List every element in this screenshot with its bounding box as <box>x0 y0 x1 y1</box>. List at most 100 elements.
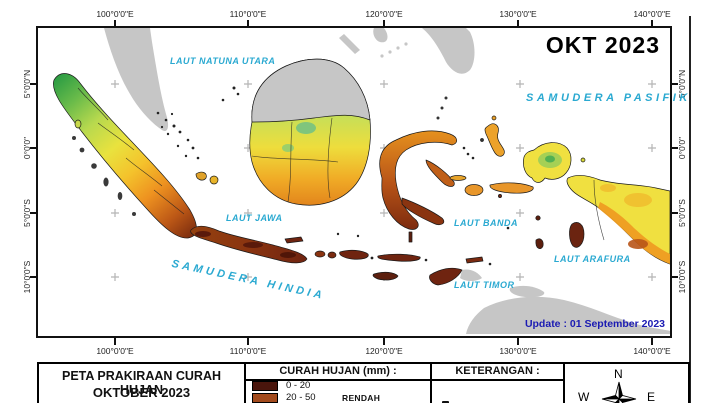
nias <box>74 119 82 129</box>
yos-sudarso <box>569 222 585 248</box>
sea-label-laut-jawa: LAUT JAWA <box>226 213 283 223</box>
palawan <box>339 34 360 54</box>
morotai <box>491 115 497 121</box>
sumba <box>372 271 399 281</box>
panel-legend-box: CURAH HUJAN (mm) : 0 - 20 20 - 50 RENDAH… <box>244 362 432 403</box>
philippines-mindanao <box>422 28 475 74</box>
axis-label-top-130e: 130°0'0"E <box>499 9 537 19</box>
papua-province-border <box>593 179 605 241</box>
axis-label-bottom-120e: 120°0'0"E <box>365 346 403 356</box>
axis-label-bottom-100e: 100°0'0"E <box>96 346 134 356</box>
map-frame: OKT 2023 LAUT NATUNA UTARA SAMUDERA PASI… <box>36 26 687 338</box>
borneo-malaysia-overlay <box>251 58 371 123</box>
timor-west <box>429 267 463 286</box>
legend-row: 0 - 20 <box>246 380 430 392</box>
tick <box>517 20 519 27</box>
flores <box>377 253 421 262</box>
axis-label-top-100e: 100°0'0"E <box>96 9 134 19</box>
sea-label-laut-arafura: LAUT ARAFURA <box>554 254 631 264</box>
sumatra-province-borders <box>77 87 185 215</box>
seram <box>489 182 534 194</box>
panel-keterangan-box: KETERANGAN : <box>430 362 565 403</box>
tick <box>383 20 385 27</box>
australia <box>466 296 670 334</box>
axis-label-bottom-140e: 140°0'0"E <box>633 346 671 356</box>
tick <box>671 276 678 278</box>
legend-header: CURAH HUJAN (mm) : <box>246 364 430 381</box>
sulawesi-ne-arm <box>425 159 455 187</box>
tick <box>671 83 678 85</box>
buru <box>464 184 484 196</box>
axis-label-bottom-130e: 130°0'0"E <box>499 346 537 356</box>
axis-label-right-5s: 5°0'0"S <box>677 199 687 227</box>
tick <box>247 338 249 345</box>
lombok <box>327 251 337 259</box>
compass-west-label: W <box>578 390 590 403</box>
keterangan-header: KETERANGAN : <box>432 364 563 381</box>
sumbawa <box>339 249 369 260</box>
sea-label-laut-timor: LAUT TIMOR <box>454 280 515 290</box>
panel-map-title-box: PETA PRAKIRAAN CURAH HUJAN OKTOBER 2023 … <box>37 362 246 403</box>
panel-compass-box: N W E <box>563 362 690 403</box>
map-period-title: OKT 2023 <box>545 32 660 58</box>
mentawai-islands <box>72 136 136 216</box>
small-islands <box>156 86 510 266</box>
madura <box>284 236 304 244</box>
bangka <box>195 171 207 181</box>
malay-peninsula <box>104 28 169 132</box>
legend-swatch <box>252 381 278 391</box>
indonesia-rainfall-map <box>53 28 670 334</box>
tick <box>30 276 37 278</box>
wetar <box>465 256 484 264</box>
sumatra <box>53 73 197 239</box>
legend-range: 20 - 50 <box>286 392 316 403</box>
tick <box>651 20 653 27</box>
sula <box>449 175 467 181</box>
sea-label-laut-natuna-utara: LAUT NATUNA UTARA <box>170 56 276 66</box>
legend-range: 0 - 20 <box>286 380 311 391</box>
panel-title-line2: OKTOBER 2023 <box>92 385 191 400</box>
tick <box>30 83 37 85</box>
compass-rose-icon <box>601 381 637 403</box>
java-dry-patches <box>195 231 296 258</box>
update-note: Update : 01 September 2023 <box>524 318 665 330</box>
compass-east-label: E <box>647 390 656 403</box>
biak <box>580 157 586 163</box>
axis-label-top-140e: 140°0'0"E <box>633 9 671 19</box>
papua-patches <box>538 152 670 264</box>
axis-label-bottom-110e: 110°0'0"E <box>229 346 267 356</box>
sea-label-laut-banda: LAUT BANDA <box>454 218 518 228</box>
selayar <box>408 231 413 243</box>
indonesia-islands <box>53 58 670 286</box>
tick <box>30 147 37 149</box>
bali <box>314 250 326 258</box>
compass-north-label: N <box>614 367 623 381</box>
legend-row: 20 - 50 RENDAH <box>246 392 430 403</box>
panel-title-line1: PETA PRAKIRAAN CURAH HUJAN <box>61 369 222 397</box>
panel-title-line3: INDONESIA <box>39 401 244 403</box>
sulawesi <box>379 130 457 230</box>
melville-island <box>509 285 545 298</box>
tick <box>651 338 653 345</box>
ambon <box>498 194 502 198</box>
kai <box>535 215 541 221</box>
halmahera <box>484 123 505 157</box>
axis-label-top-110e: 110°0'0"E <box>229 9 267 19</box>
timor-leste <box>460 269 482 281</box>
keterangan-partial-symbol <box>442 401 449 403</box>
tick <box>671 212 678 214</box>
kalimantan-province-borders <box>251 117 339 203</box>
tick <box>517 338 519 345</box>
legend-swatch <box>252 393 278 403</box>
axis-label-top-120e: 120°0'0"E <box>365 9 403 19</box>
tick <box>383 338 385 345</box>
tanimbar <box>535 238 544 250</box>
sulawesi-se-arm <box>401 197 445 225</box>
sheet-right-border <box>689 16 691 403</box>
axis-label-right-0: 0°0'0" <box>677 136 687 160</box>
axis-label-right-10s: 10°0'0"S <box>677 260 687 294</box>
sea-label-samudera-pasifik: SAMUDERA PASIFIK <box>526 92 691 104</box>
belitung <box>209 175 219 185</box>
tick <box>114 20 116 27</box>
